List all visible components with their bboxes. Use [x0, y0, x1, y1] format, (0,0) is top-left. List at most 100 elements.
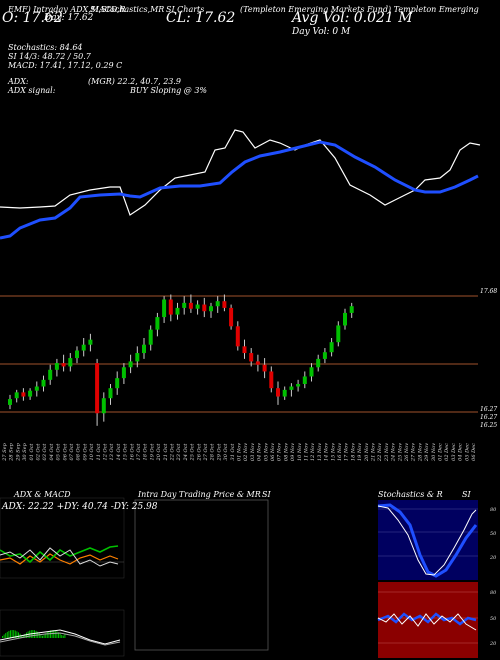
- macd-histogram-bar: [45, 633, 47, 638]
- date-tick-label: 10 Nov: [297, 443, 303, 461]
- stoch-tick-label: 50: [490, 531, 497, 537]
- date-tick-label: 06 Dec: [471, 443, 477, 461]
- price-low-label-2: 16.27: [480, 414, 498, 421]
- date-tick-label: 27 Oct: [203, 443, 209, 462]
- candle-body: [81, 344, 86, 351]
- macd-histogram-bar: [61, 634, 63, 638]
- candle-body: [302, 376, 307, 384]
- candle-body: [316, 358, 321, 368]
- stochastics-readout: Stochastics: 84.64: [8, 43, 83, 52]
- candle-body: [41, 379, 46, 387]
- stoch-k-line: [377, 505, 477, 576]
- price-low-label-3: 16.25: [480, 422, 498, 429]
- date-tick-label: 05 Nov: [263, 443, 269, 461]
- candle-body: [249, 353, 254, 362]
- date-tick-label: 14 Oct: [116, 443, 122, 461]
- macd-histogram-bar: [42, 635, 43, 638]
- date-tick-label: 01 Nov: [237, 443, 243, 461]
- rsi-line: [377, 613, 477, 631]
- macd-histogram-bar: [18, 632, 19, 638]
- date-tick-label: 29 Nov: [424, 443, 430, 462]
- date-tick-label: 30 Nov: [431, 443, 437, 461]
- date-tick-label: 14 Nov: [324, 443, 330, 461]
- header-open: O: 17.62: [2, 10, 63, 26]
- date-tick-label: 04 Nov: [257, 443, 263, 461]
- candle-body: [343, 312, 347, 326]
- candle-body: [88, 339, 93, 345]
- candle-body: [14, 392, 19, 399]
- date-tick-label: 25 Nov: [397, 443, 403, 462]
- candle-body: [202, 304, 207, 312]
- price-low-label-1: 16.27: [480, 406, 498, 413]
- date-tick-label: 09 Nov: [290, 443, 296, 461]
- date-tick-label: 30 Oct: [223, 443, 229, 461]
- macd-histogram-bar: [46, 632, 48, 638]
- date-tick-label: 26 Oct: [196, 443, 202, 462]
- candle-body: [108, 388, 113, 399]
- candle-body: [68, 358, 73, 367]
- stochastics-panel: [378, 500, 478, 580]
- macd-histogram-bar: [10, 630, 11, 638]
- rsi-tick-label: 50: [490, 616, 497, 622]
- macd-line: [0, 629, 121, 645]
- date-tick-label: 21 Nov: [371, 443, 377, 462]
- candle-body: [61, 363, 66, 367]
- candle-body: [142, 344, 146, 354]
- candle-body: [128, 361, 133, 368]
- date-tick-label: 09 Oct: [82, 443, 88, 461]
- intraday-title: Intra Day Trading Price & MR: [138, 490, 261, 499]
- header-avg-vol: Avg Vol: 0.021 M: [292, 10, 413, 26]
- date-tick-label: 16 Nov: [337, 443, 343, 461]
- date-tick-label: 04 Oct: [49, 443, 55, 461]
- macd-histogram-bar: [3, 634, 5, 638]
- macd-histogram-bar: [62, 635, 64, 638]
- date-tick-label: 28 Sep: [9, 442, 15, 461]
- adx-label: ADX:: [8, 77, 29, 86]
- date-tick-label: 27 Sep: [2, 442, 8, 461]
- date-tick-label: 24 Nov: [391, 443, 397, 462]
- date-tick-label: 25 Oct: [190, 443, 196, 462]
- macd-histogram-bar: [13, 630, 15, 638]
- rsi-tick-label: 20: [489, 641, 497, 647]
- rsi-smooth-line: [377, 612, 477, 626]
- candle-body: [34, 386, 39, 391]
- candle-body: [215, 301, 220, 307]
- macd-histogram-bar: [53, 630, 55, 638]
- rsi-tick-label: 80: [490, 590, 497, 596]
- candle-body: [242, 346, 247, 354]
- macd-histogram-bar: [22, 635, 24, 638]
- candle-body: [175, 307, 180, 315]
- header-day-vol: Day Vol: 0 M: [292, 27, 351, 37]
- date-tick-label: 24 Oct: [183, 443, 189, 462]
- candle-body: [282, 389, 287, 397]
- candle-body: [296, 384, 301, 387]
- candle-body: [121, 367, 126, 379]
- candle-body: [336, 325, 341, 343]
- date-tick-label: 20 Oct: [156, 443, 162, 462]
- date-tick-label: 28 Nov: [417, 443, 423, 462]
- adx-line: [0, 547, 119, 567]
- date-tick-label: 08 Oct: [76, 443, 82, 461]
- candle-body: [115, 378, 120, 389]
- candle-body: [276, 388, 280, 397]
- macd-histogram-bar: [48, 631, 50, 638]
- candle-body: [162, 299, 167, 318]
- date-tick-label: 23 Nov: [384, 443, 390, 462]
- date-tick-label: 12 Oct: [103, 443, 109, 461]
- macd-histogram-bar: [14, 630, 16, 638]
- candle-body: [21, 392, 26, 397]
- date-tick-label: 31 Oct: [230, 443, 236, 461]
- macd-histogram-bar: [34, 630, 35, 638]
- date-tick-label: 05 Oct: [56, 443, 62, 461]
- candle-body: [322, 352, 327, 359]
- date-tick-label: 22 Nov: [377, 443, 383, 462]
- candle-body: [289, 386, 294, 390]
- date-tick-label: 11 Nov: [304, 443, 310, 461]
- candle-body: [195, 304, 200, 309]
- header-symbol-mid: SI,Stochastics,MR: [90, 5, 165, 14]
- date-tick-label: 07 Nov: [277, 443, 283, 461]
- candle-body: [329, 342, 334, 353]
- candle-body: [95, 363, 100, 414]
- stoch-tick-label: 80: [490, 507, 497, 513]
